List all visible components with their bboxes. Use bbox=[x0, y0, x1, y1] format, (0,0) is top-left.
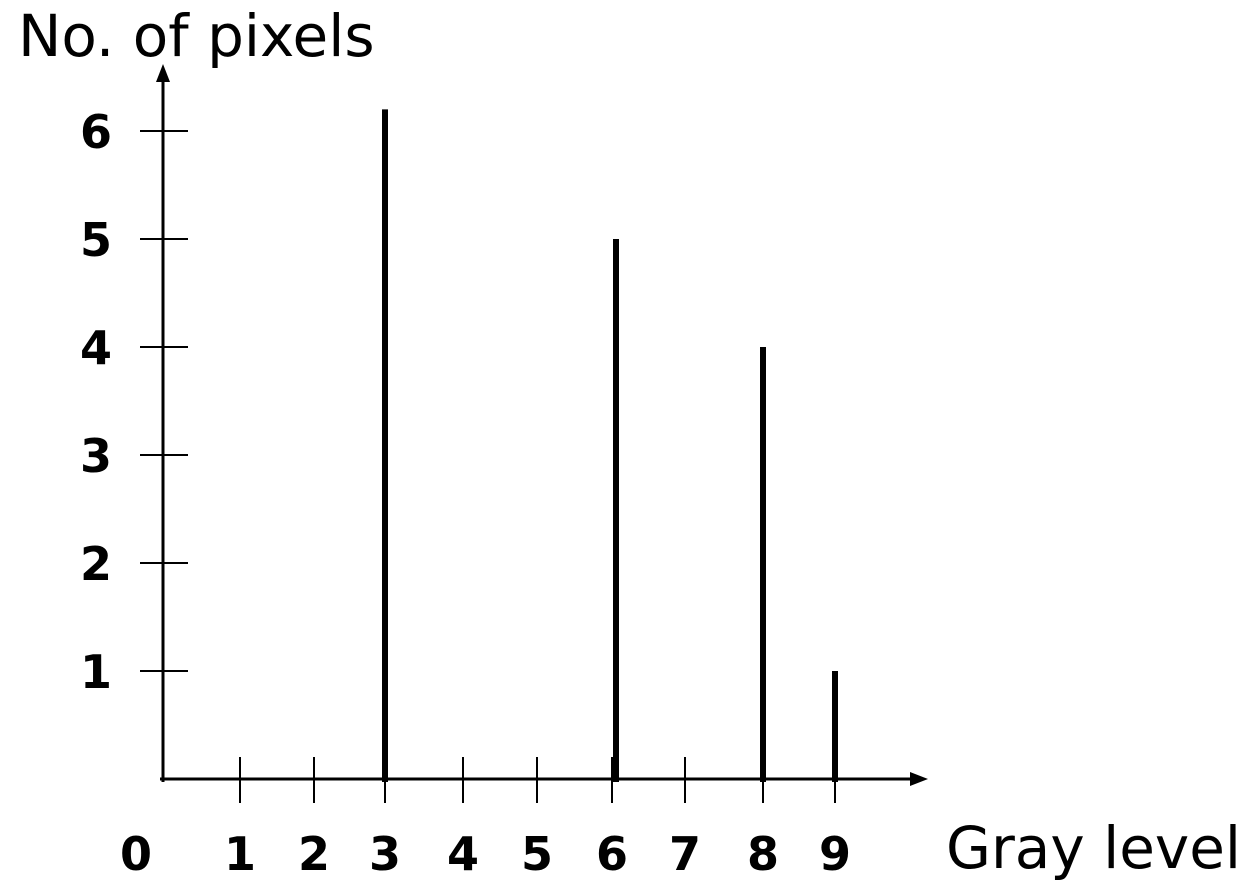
x-tick-label: 6 bbox=[596, 827, 628, 881]
y-tick-label: 2 bbox=[80, 537, 112, 591]
x-axis-arrow bbox=[910, 772, 928, 786]
x-tick-label: 8 bbox=[747, 827, 779, 881]
x-axis-title: Gray level bbox=[946, 814, 1241, 882]
x-tick-label: 1 bbox=[224, 827, 256, 881]
x-tick-label: 3 bbox=[369, 827, 401, 881]
y-tick-label: 4 bbox=[80, 321, 112, 375]
x-tick-label: 5 bbox=[521, 827, 553, 881]
x-tick-label: 4 bbox=[447, 827, 479, 881]
y-tick-label: 6 bbox=[80, 105, 112, 159]
x-tick-label: 7 bbox=[669, 827, 701, 881]
bars bbox=[382, 109, 838, 782]
y-axis-title: No. of pixels bbox=[18, 2, 375, 70]
y-tick-label: 1 bbox=[80, 645, 112, 699]
y-tick-label: 3 bbox=[80, 429, 112, 483]
x-tick-label: 9 bbox=[819, 827, 851, 881]
x-tick-label: 2 bbox=[298, 827, 330, 881]
axes bbox=[156, 64, 928, 786]
y-tick-label: 5 bbox=[80, 213, 112, 267]
y-axis-arrow bbox=[156, 64, 170, 82]
y-ticks: 1 2 3 4 5 6 bbox=[80, 105, 188, 699]
x-tick-label: 0 bbox=[120, 827, 152, 881]
